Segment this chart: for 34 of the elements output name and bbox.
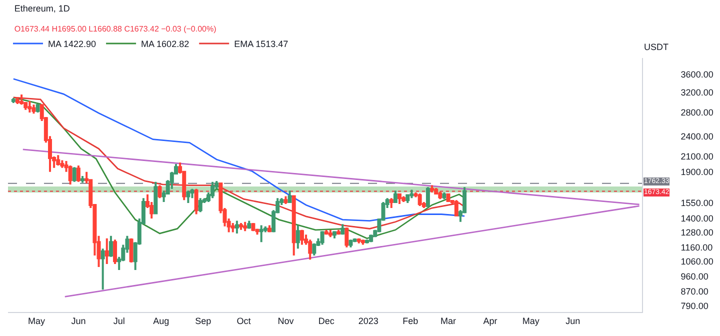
- y-tick-label: 960.00: [680, 271, 708, 282]
- legend-label: MA 1602.82: [141, 39, 190, 50]
- y-tick-label: 1400.00: [680, 214, 714, 224]
- y-tick-label: 3600.00: [680, 69, 714, 80]
- legend-label: MA 1422.90: [48, 39, 96, 50]
- x-tick-label: Apr: [483, 316, 498, 326]
- chart-subtitle: O1673.44 H1695.00 L1660.88 C1673.42 −0.03 (−0.00%): [14, 24, 217, 34]
- x-tick-label: Feb: [402, 316, 418, 326]
- y-tick-label: 3200.00: [680, 87, 714, 98]
- y-axis-title: USDT: [644, 42, 669, 52]
- x-tick-label: Oct: [236, 316, 252, 326]
- x-tick-label: Sep: [195, 316, 212, 326]
- x-tick-label: May: [522, 316, 540, 326]
- x-tick-label: Jun: [71, 316, 86, 326]
- x-tick-label: Dec: [318, 316, 335, 326]
- x-tick-label: 2023: [358, 316, 378, 326]
- x-tick-label: May: [28, 316, 46, 326]
- x-tick-label: Aug: [153, 316, 170, 326]
- y-tick-label: 2400.00: [680, 131, 714, 142]
- y-tick-label: 1060.00: [680, 256, 714, 266]
- chart-title: Ethereum, 1D: [14, 3, 70, 14]
- x-tick-label: Nov: [278, 316, 294, 326]
- y-tick-label: 2800.00: [680, 108, 714, 118]
- legend-label: EMA 1513.47: [234, 39, 288, 50]
- y-tick-label: 1550.00: [680, 198, 714, 208]
- y-tick-label: 2100.00: [680, 152, 714, 162]
- x-tick-label: Jun: [566, 316, 580, 326]
- y-tick-label: 790.00: [680, 301, 708, 312]
- y-tick-label: 1160.00: [680, 242, 713, 252]
- x-tick-label: Mar: [440, 316, 456, 326]
- y-tick-label: 1280.00: [680, 227, 714, 238]
- y-tick-label: 870.00: [680, 286, 708, 296]
- x-tick-label: Jul: [113, 316, 125, 326]
- y-tick-label: 1900.00: [680, 167, 714, 178]
